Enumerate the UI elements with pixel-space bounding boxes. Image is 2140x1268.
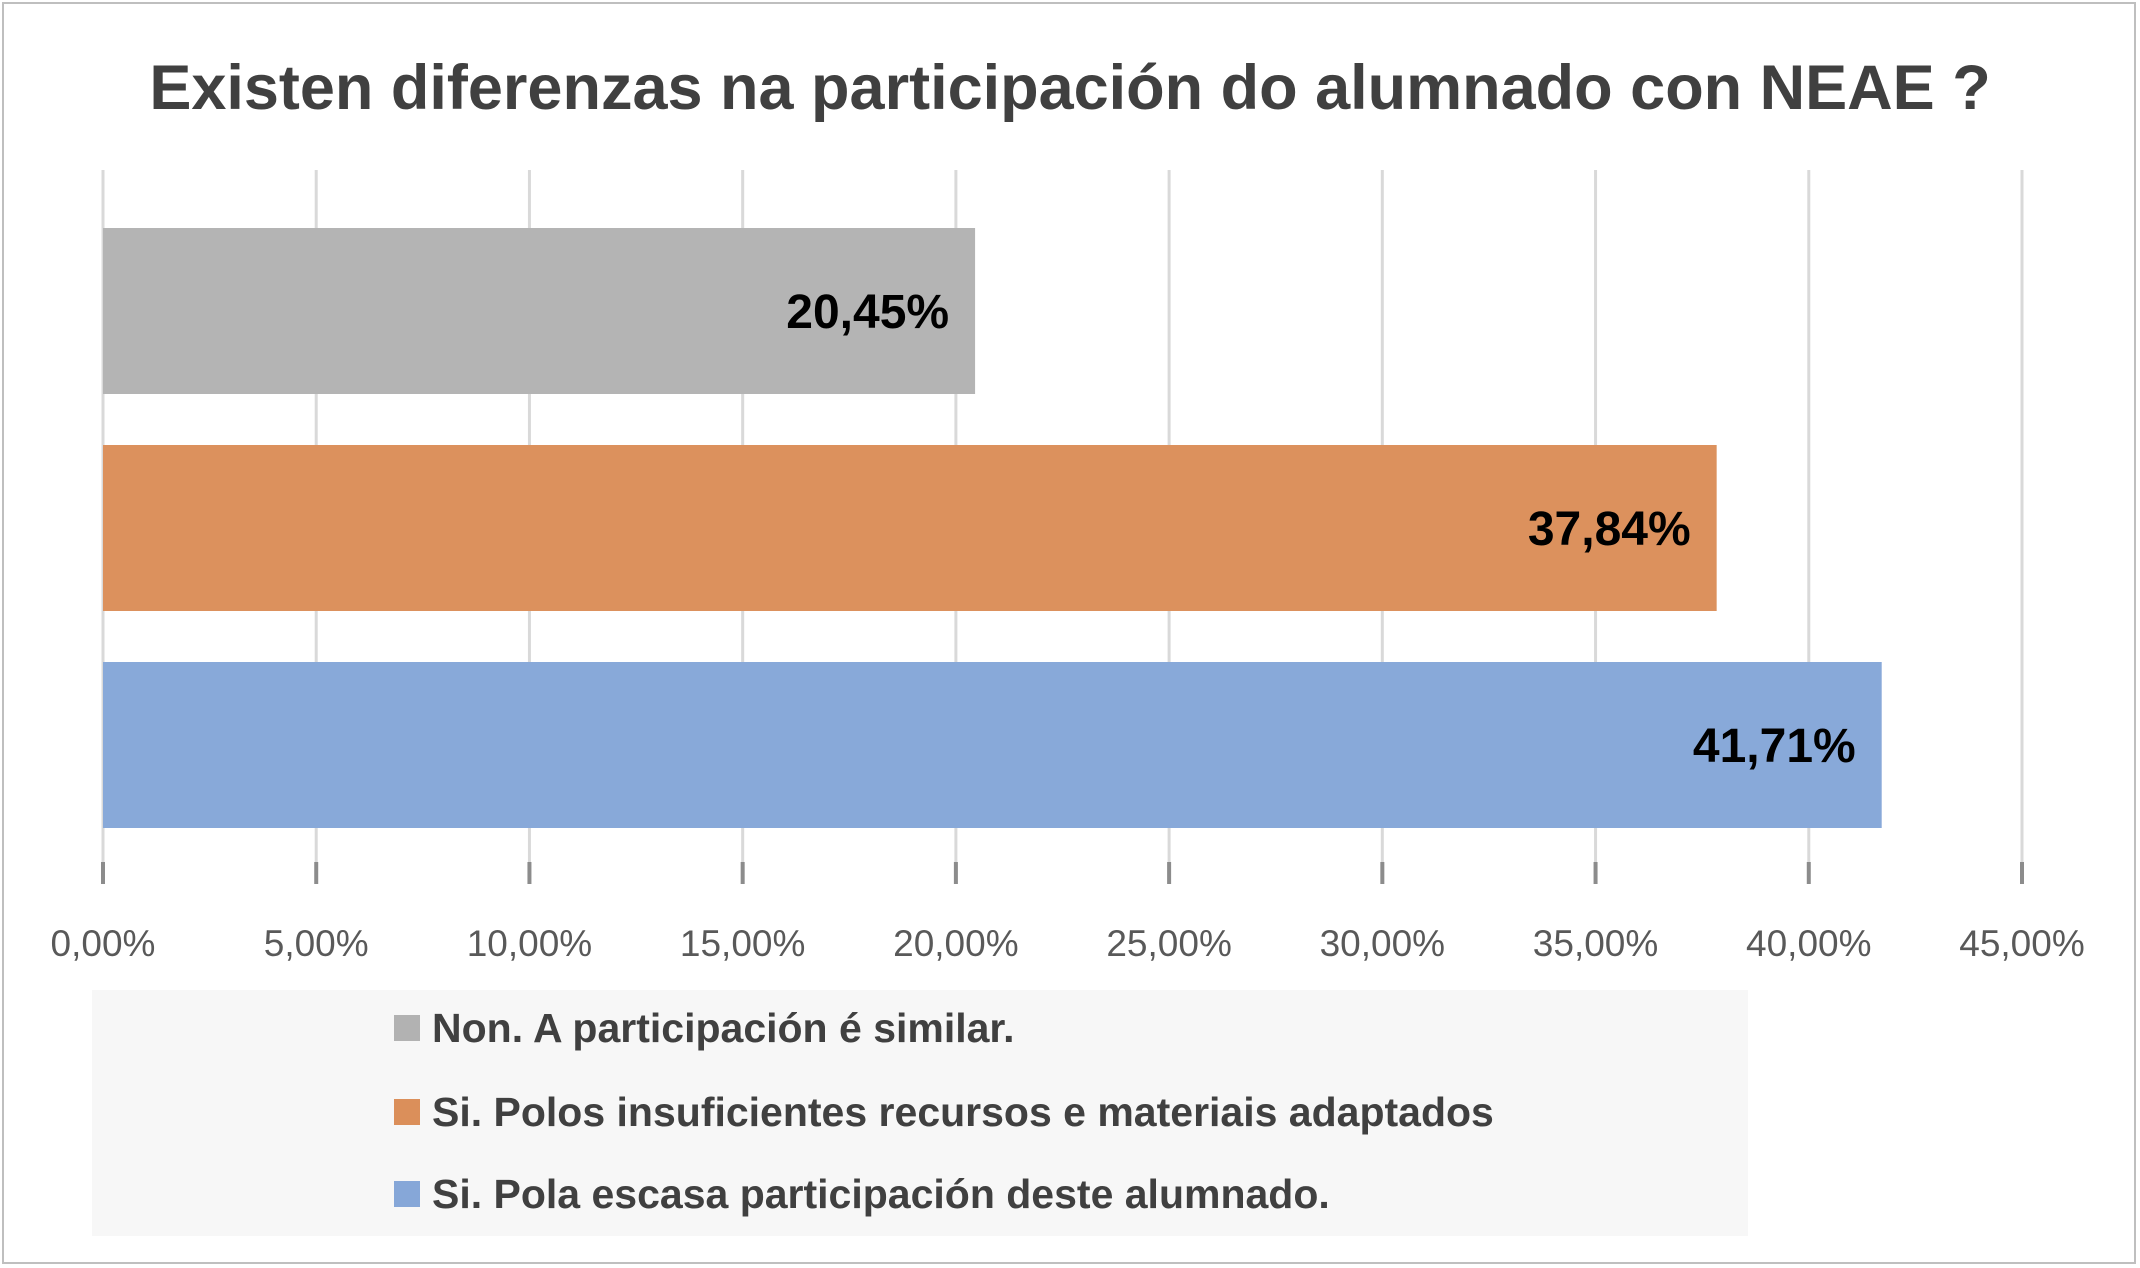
bars xyxy=(103,228,1882,828)
x-tick-label: 20,00% xyxy=(893,923,1019,964)
legend: Non. A participación é similar. Si. Polo… xyxy=(92,990,1748,1236)
legend-item-3: Si. Pola escasa participación deste alum… xyxy=(394,1164,1330,1224)
x-tick-label: 30,00% xyxy=(1320,923,1446,964)
data-label-1: 20,45% xyxy=(786,286,949,339)
x-tick-label: 15,00% xyxy=(680,923,806,964)
bar-1 xyxy=(103,228,976,394)
legend-label-1: Non. A participación é similar. xyxy=(432,1004,1015,1051)
legend-swatch-2 xyxy=(394,1099,420,1125)
x-tick-label: 40,00% xyxy=(1746,923,1872,964)
x-tick-label: 0,00% xyxy=(51,923,156,964)
bar-3 xyxy=(103,662,1882,828)
x-tick-label: 25,00% xyxy=(1106,923,1232,964)
data-labels: 20,45% 37,84% 41,71% xyxy=(786,286,1855,773)
legend-item-2: Si. Polos insuficientes recursos e mater… xyxy=(394,1082,1494,1142)
legend-label-3: Si. Pola escasa participación deste alum… xyxy=(432,1170,1330,1217)
bar-2 xyxy=(103,445,1717,611)
x-tick-label: 45,00% xyxy=(1959,923,2085,964)
data-label-3: 41,71% xyxy=(1693,720,1856,773)
legend-item-1: Non. A participación é similar. xyxy=(394,998,1015,1058)
x-tick-label: 10,00% xyxy=(467,923,593,964)
legend-swatch-3 xyxy=(394,1181,420,1207)
x-axis-ticks: 0,00% 5,00% 10,00% 15,00% 20,00% 25,00% 30,00%… xyxy=(51,862,2085,964)
data-label-2: 37,84% xyxy=(1528,503,1691,556)
x-tick-label: 5,00% xyxy=(264,923,369,964)
x-tick-label: 35,00% xyxy=(1533,923,1659,964)
chart-title: Existen diferenzas na participación do a… xyxy=(149,53,1991,123)
legend-label-2: Si. Polos insuficientes recursos e mater… xyxy=(432,1088,1494,1135)
legend-swatch-1 xyxy=(394,1015,420,1041)
